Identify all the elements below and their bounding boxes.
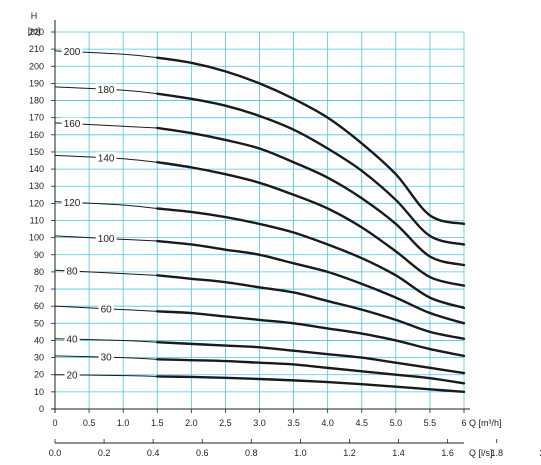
y-tick-label: 130 bbox=[29, 181, 44, 191]
x2-tick-label: 1.6 bbox=[441, 448, 454, 458]
y-tick-label: 90 bbox=[34, 250, 44, 260]
x2-tick-label: 0.8 bbox=[245, 448, 258, 458]
x-tick-label: 3.0 bbox=[253, 418, 266, 428]
y-tick-label: 220 bbox=[29, 27, 44, 37]
series-label-bg bbox=[95, 151, 117, 163]
series-label-180: 180 bbox=[98, 85, 115, 96]
y-tick-label: 160 bbox=[29, 130, 44, 140]
x-tick-label: 5.0 bbox=[390, 418, 403, 428]
x2-tick-label: 1.2 bbox=[343, 448, 356, 458]
curve-140-bold bbox=[156, 161, 466, 287]
curve-40-bold bbox=[156, 340, 466, 375]
y-axis-unit: [m] bbox=[28, 26, 41, 36]
series-label-200: 200 bbox=[64, 47, 81, 58]
labels: H[m]Q [m³/h]Q [l/s]200180160140120100806… bbox=[28, 11, 502, 458]
y-tick-label: 170 bbox=[29, 113, 44, 123]
x-tick-label: 3.5 bbox=[287, 418, 300, 428]
y-tick-label: 190 bbox=[29, 78, 44, 88]
y-tick-label: 120 bbox=[29, 198, 44, 208]
series-label-bg bbox=[61, 45, 83, 57]
y-axis-title: H bbox=[31, 11, 38, 21]
series-label-bg bbox=[64, 368, 80, 380]
curve-180-bold bbox=[156, 92, 466, 246]
x2-tick-label: 0.2 bbox=[98, 448, 111, 458]
y-tick-label: 180 bbox=[29, 96, 44, 106]
x-tick-label: 0.5 bbox=[83, 418, 96, 428]
x-tick-label: 2.0 bbox=[185, 418, 198, 428]
axes: 0102030405060708090100110120130140150160… bbox=[29, 20, 541, 458]
y-tick-label: 60 bbox=[34, 301, 44, 311]
series-label-bg bbox=[98, 302, 114, 314]
curve-60-bold bbox=[156, 310, 466, 358]
series-label-bg bbox=[98, 351, 114, 363]
y-tick-label: 40 bbox=[34, 335, 44, 345]
y-tick-label: 150 bbox=[29, 147, 44, 157]
series-label-bg bbox=[61, 117, 83, 129]
y-tick-label: 10 bbox=[34, 387, 44, 397]
y-tick-label: 210 bbox=[29, 44, 44, 54]
y-tick-label: 30 bbox=[34, 353, 44, 363]
curve-100-thin bbox=[54, 235, 158, 242]
y-tick-label: 200 bbox=[29, 61, 44, 71]
y-tick-label: 70 bbox=[34, 284, 44, 294]
curve-200-bold bbox=[156, 56, 466, 226]
x2-tick-label: 1.0 bbox=[294, 448, 307, 458]
series-label-120: 120 bbox=[64, 198, 81, 209]
series-label-30: 30 bbox=[101, 353, 113, 364]
series-label-80: 80 bbox=[66, 267, 78, 278]
y-tick-label: 50 bbox=[34, 318, 44, 328]
series-label-bg bbox=[61, 196, 83, 208]
y-tick-label: 100 bbox=[29, 233, 44, 243]
x2-tick-label: 0.0 bbox=[49, 448, 62, 458]
y-tick-label: 140 bbox=[29, 164, 44, 174]
series-label-bg bbox=[64, 333, 80, 345]
y-tick-label: 80 bbox=[34, 267, 44, 277]
x-tick-label: 2.5 bbox=[219, 418, 232, 428]
series-label-20: 20 bbox=[66, 370, 78, 381]
curve-80-bold bbox=[156, 274, 466, 340]
series-label-bg bbox=[95, 83, 117, 95]
x2-tick-label: 0.4 bbox=[147, 448, 160, 458]
series-label-160: 160 bbox=[64, 119, 81, 130]
x2-axis-title: Q [l/s] bbox=[469, 448, 493, 458]
curve-20-bold bbox=[156, 375, 466, 394]
x-tick-label: 4.5 bbox=[355, 418, 368, 428]
y-tick-label: 110 bbox=[30, 216, 44, 226]
curve-60-thin bbox=[54, 305, 158, 312]
series-label-140: 140 bbox=[98, 153, 115, 164]
curves bbox=[54, 50, 466, 394]
x-tick-label: 1.0 bbox=[117, 418, 130, 428]
curve-180-thin bbox=[54, 86, 158, 95]
x-tick-label: 1.5 bbox=[151, 418, 164, 428]
x2-tick-label: 1.8 bbox=[490, 448, 503, 458]
y-tick-label: 0 bbox=[39, 404, 44, 414]
x2-tick-label: 2.0 bbox=[540, 448, 541, 458]
x2-tick-label: 0.6 bbox=[196, 448, 209, 458]
curve-160-bold bbox=[156, 126, 466, 267]
series-label-bg bbox=[95, 232, 117, 244]
x-tick-label: 4.0 bbox=[321, 418, 334, 428]
curve-30-thin bbox=[54, 355, 158, 360]
curve-120-bold bbox=[156, 207, 466, 310]
x-tick-label: 0 bbox=[52, 418, 57, 428]
series-label-100: 100 bbox=[98, 234, 115, 245]
x-tick-label: 5.5 bbox=[424, 418, 437, 428]
curve-140-thin bbox=[54, 154, 158, 163]
series-label-40: 40 bbox=[66, 335, 78, 346]
series-label-bg bbox=[64, 265, 80, 277]
x-tick-label: 6 bbox=[461, 418, 466, 428]
x-axis-title: Q [m³/h] bbox=[469, 418, 502, 428]
curve-30-bold bbox=[156, 358, 466, 385]
y-tick-label: 20 bbox=[34, 370, 44, 380]
series-label-60: 60 bbox=[101, 304, 113, 315]
x2-tick-label: 1.4 bbox=[392, 448, 405, 458]
curve-100-bold bbox=[156, 239, 466, 325]
